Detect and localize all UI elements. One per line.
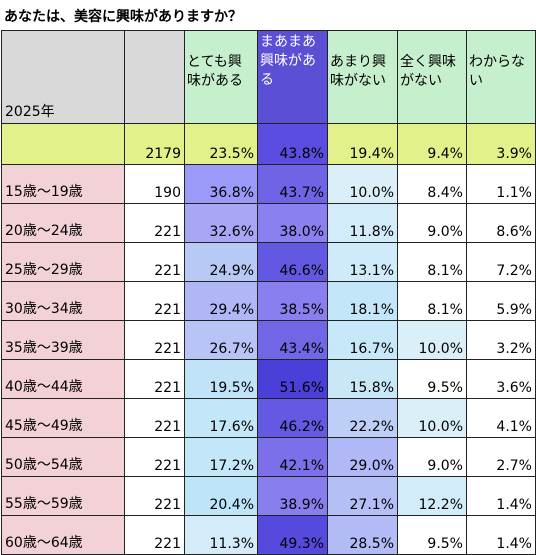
page-title: あなたは、美容に興味がありますか？	[4, 9, 242, 25]
value-cell-not-interested: 9.5%	[397, 515, 467, 555]
value-cell-very-interested: 36.8%	[184, 164, 258, 204]
table-row: 20歳〜24歳 221 32.6% 38.0% 11.8% 9.0% 8.6%	[1, 203, 536, 243]
value-cell-very-interested: 23.5%	[184, 123, 258, 165]
value-cell-very-interested: 24.9%	[184, 242, 258, 282]
value-cell-not-interested: 9.4%	[397, 123, 467, 165]
value-cell-very-interested: 11.3%	[184, 515, 258, 555]
value-cell-dont-know: 3.9%	[466, 123, 536, 165]
col-header-not-interested: 全く興味がない	[397, 30, 467, 124]
row-label: 25歳〜29歳	[1, 242, 125, 282]
value-cell-not-interested: 9.5%	[397, 359, 467, 399]
value-cell-dont-know: 7.2%	[466, 242, 536, 282]
value-cell-somewhat-interested: 43.4%	[257, 320, 328, 360]
value-cell-very-interested: 32.6%	[184, 203, 258, 243]
value-cell-very-interested: 17.6%	[184, 398, 258, 438]
sample-size-cell: 221	[124, 515, 185, 555]
table-row: 60歳〜64歳 221 11.3% 49.3% 28.5% 9.5% 1.4%	[1, 515, 536, 555]
value-cell-somewhat-interested: 51.6%	[257, 359, 328, 399]
value-cell-dont-know: 1.4%	[466, 476, 536, 516]
table-row: 30歳〜34歳 221 29.4% 38.5% 18.1% 8.1% 5.9%	[1, 281, 536, 321]
row-label: 35歳〜39歳	[1, 320, 125, 360]
value-cell-somewhat-interested: 38.0%	[257, 203, 328, 243]
value-cell-not-very-interested: 18.1%	[327, 281, 398, 321]
value-cell-dont-know: 5.9%	[466, 281, 536, 321]
row-label	[1, 123, 125, 165]
value-cell-somewhat-interested: 46.2%	[257, 398, 328, 438]
value-cell-very-interested: 20.4%	[184, 476, 258, 516]
value-cell-somewhat-interested: 38.9%	[257, 476, 328, 516]
value-cell-not-interested: 8.1%	[397, 242, 467, 282]
value-cell-very-interested: 26.7%	[184, 320, 258, 360]
table-row: 50歳〜54歳 221 17.2% 42.1% 29.0% 9.0% 2.7%	[1, 437, 536, 477]
row-label: 45歳〜49歳	[1, 398, 125, 438]
value-cell-not-very-interested: 10.0%	[327, 164, 398, 204]
year-label: 2025年	[1, 30, 125, 124]
value-cell-not-interested: 9.0%	[397, 437, 467, 477]
n-header-blank	[124, 30, 185, 124]
col-header-not-very-interested: あまり興味がない	[327, 30, 398, 124]
col-header-somewhat-interested: まあまあ興味がある	[257, 30, 328, 124]
total-row: 2179 23.5% 43.8% 19.4% 9.4% 3.9%	[1, 123, 536, 165]
sample-size-cell: 190	[124, 164, 185, 204]
value-cell-not-very-interested: 19.4%	[327, 123, 398, 165]
table-row: 25歳〜29歳 221 24.9% 46.6% 13.1% 8.1% 7.2%	[1, 242, 536, 282]
table-row: 55歳〜59歳 221 20.4% 38.9% 27.1% 12.2% 1.4%	[1, 476, 536, 516]
row-label: 15歳〜19歳	[1, 164, 125, 204]
value-cell-somewhat-interested: 43.7%	[257, 164, 328, 204]
survey-table: 2025年 とても興味がある まあまあ興味がある あまり興味がない 全く興味がな…	[1, 30, 536, 555]
value-cell-dont-know: 3.2%	[466, 320, 536, 360]
sample-size-cell: 221	[124, 320, 185, 360]
value-cell-not-interested: 10.0%	[397, 320, 467, 360]
sample-size-cell: 221	[124, 437, 185, 477]
value-cell-dont-know: 2.7%	[466, 437, 536, 477]
sample-size-cell: 221	[124, 242, 185, 282]
sample-size-cell: 2179	[124, 123, 185, 165]
value-cell-not-very-interested: 27.1%	[327, 476, 398, 516]
table-row: 35歳〜39歳 221 26.7% 43.4% 16.7% 10.0% 3.2%	[1, 320, 536, 360]
value-cell-not-very-interested: 13.1%	[327, 242, 398, 282]
value-cell-dont-know: 1.1%	[466, 164, 536, 204]
row-label: 30歳〜34歳	[1, 281, 125, 321]
value-cell-not-very-interested: 22.2%	[327, 398, 398, 438]
row-label: 50歳〜54歳	[1, 437, 125, 477]
table-row: 40歳〜44歳 221 19.5% 51.6% 15.8% 9.5% 3.6%	[1, 359, 536, 399]
row-label: 20歳〜24歳	[1, 203, 125, 243]
col-header-very-interested: とても興味がある	[184, 30, 258, 124]
row-label: 40歳〜44歳	[1, 359, 125, 399]
table-row: 45歳〜49歳 221 17.6% 46.2% 22.2% 10.0% 4.1%	[1, 398, 536, 438]
value-cell-not-interested: 9.0%	[397, 203, 467, 243]
row-label: 55歳〜59歳	[1, 476, 125, 516]
value-cell-not-interested: 8.1%	[397, 281, 467, 321]
value-cell-very-interested: 19.5%	[184, 359, 258, 399]
value-cell-somewhat-interested: 49.3%	[257, 515, 328, 555]
value-cell-very-interested: 29.4%	[184, 281, 258, 321]
value-cell-dont-know: 1.4%	[466, 515, 536, 555]
value-cell-dont-know: 8.6%	[466, 203, 536, 243]
sample-size-cell: 221	[124, 203, 185, 243]
value-cell-not-very-interested: 28.5%	[327, 515, 398, 555]
table-row: 15歳〜19歳 190 36.8% 43.7% 10.0% 8.4% 1.1%	[1, 164, 536, 204]
sample-size-cell: 221	[124, 476, 185, 516]
value-cell-very-interested: 17.2%	[184, 437, 258, 477]
value-cell-not-very-interested: 11.8%	[327, 203, 398, 243]
value-cell-not-very-interested: 15.8%	[327, 359, 398, 399]
value-cell-somewhat-interested: 42.1%	[257, 437, 328, 477]
value-cell-somewhat-interested: 43.8%	[257, 123, 328, 165]
value-cell-dont-know: 4.1%	[466, 398, 536, 438]
value-cell-not-very-interested: 16.7%	[327, 320, 398, 360]
value-cell-somewhat-interested: 38.5%	[257, 281, 328, 321]
value-cell-dont-know: 3.6%	[466, 359, 536, 399]
value-cell-somewhat-interested: 46.6%	[257, 242, 328, 282]
sample-size-cell: 221	[124, 281, 185, 321]
value-cell-not-interested: 12.2%	[397, 476, 467, 516]
sample-size-cell: 221	[124, 398, 185, 438]
header-row: 2025年 とても興味がある まあまあ興味がある あまり興味がない 全く興味がな…	[1, 30, 536, 124]
value-cell-not-interested: 10.0%	[397, 398, 467, 438]
sample-size-cell: 221	[124, 359, 185, 399]
value-cell-not-very-interested: 29.0%	[327, 437, 398, 477]
value-cell-not-interested: 8.4%	[397, 164, 467, 204]
row-label: 60歳〜64歳	[1, 515, 125, 555]
col-header-dont-know: わからない	[466, 30, 536, 124]
